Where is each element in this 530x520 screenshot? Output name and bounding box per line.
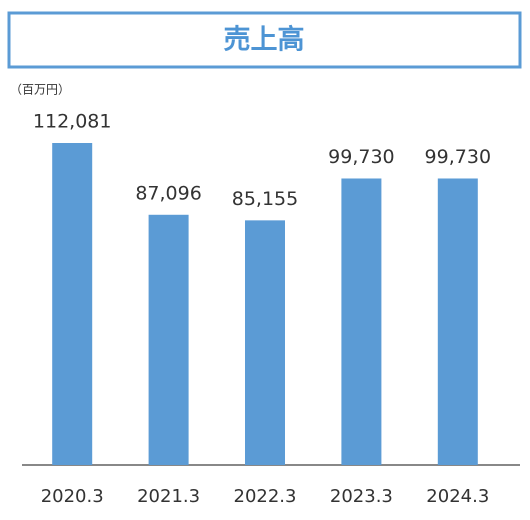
value-label: 85,155 [232,188,298,210]
bar [52,143,93,465]
x-tick-label: 2020.3 [41,486,104,507]
value-label: 99,730 [328,146,394,168]
unit-label: （百万円） [10,83,70,97]
value-label: 87,096 [135,182,201,204]
x-tick-label: 2022.3 [234,486,297,507]
x-tick-label: 2023.3 [330,486,393,507]
chart-title: 売上高 [224,24,305,56]
bar [245,220,285,465]
bar [341,178,382,465]
title-box [7,11,522,69]
x-tick-label: 2024.3 [426,486,489,507]
bar [437,178,478,465]
value-label: 112,081 [33,111,112,133]
x-tick-label: 2021.3 [137,486,200,507]
value-label: 99,730 [425,146,491,168]
bar [148,214,189,465]
